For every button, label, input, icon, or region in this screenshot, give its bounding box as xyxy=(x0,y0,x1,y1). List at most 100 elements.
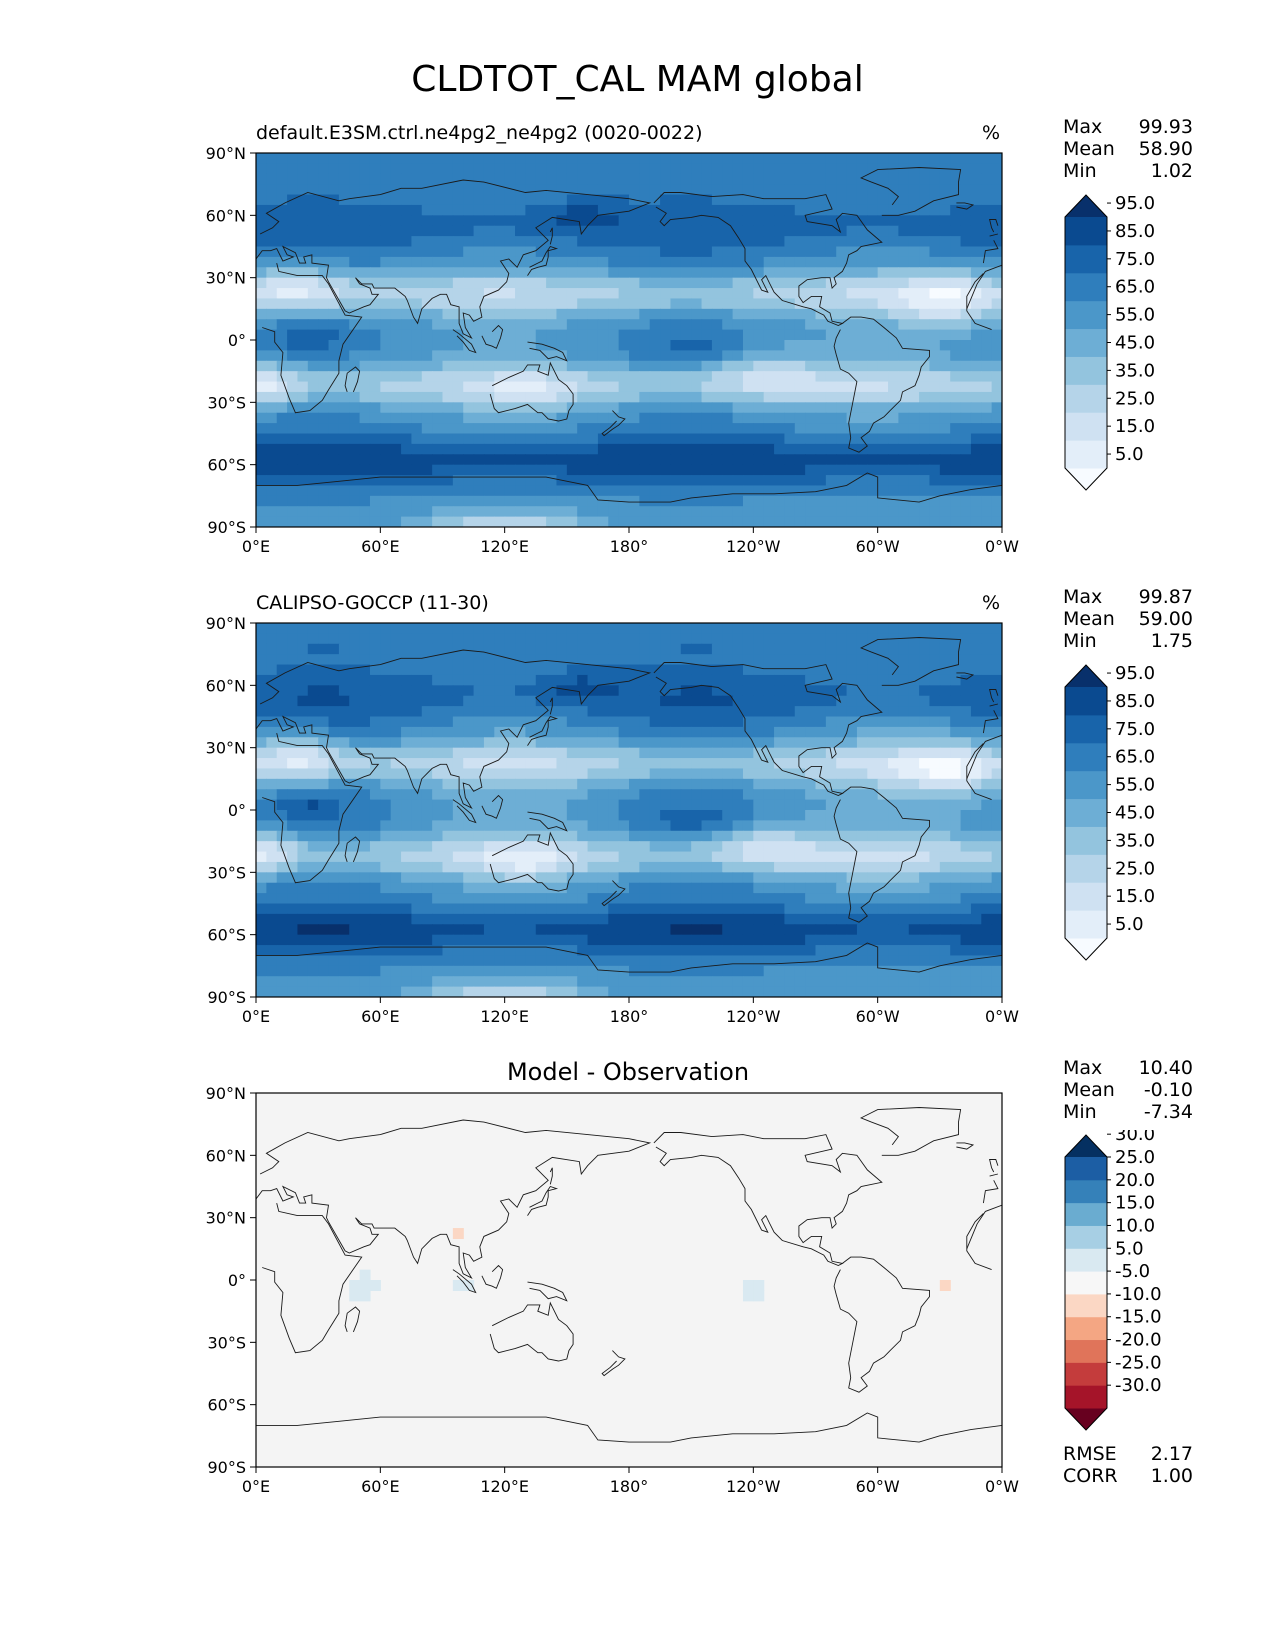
colorbar-tick-label: 5.0 xyxy=(1115,1238,1144,1259)
colorbar-tick-label: 10.0 xyxy=(1115,1215,1155,1236)
coastline xyxy=(653,1132,883,1266)
y-tick-label: 90°N xyxy=(206,614,246,633)
y-tick-label: 30°S xyxy=(207,393,246,412)
coastline xyxy=(966,264,1002,309)
x-tick-label: 120°W xyxy=(726,1007,781,1026)
colorbar-extend-min xyxy=(1065,468,1107,490)
coastline xyxy=(452,799,477,824)
colorbar-bin xyxy=(1065,1179,1107,1204)
colorbar-bin xyxy=(1065,882,1107,911)
coastline xyxy=(256,1119,652,1279)
y-tick-label: 0° xyxy=(228,331,246,350)
colorbar-bin xyxy=(1065,714,1107,744)
colorbar-tick-label: 45.0 xyxy=(1115,333,1155,354)
x-tick-label: 0°E xyxy=(242,537,270,556)
panel-1-stats: Max 99.93 Mean 58.90 Min 1.02 xyxy=(1063,116,1193,182)
coastline xyxy=(344,366,361,393)
colorbar-bin xyxy=(1065,687,1107,716)
y-tick-label: 90°S xyxy=(207,988,246,1007)
x-tick-label: 0°E xyxy=(242,1007,270,1026)
map-field xyxy=(256,153,1002,527)
coastline xyxy=(452,329,477,354)
coastline xyxy=(989,219,999,233)
colorbar-bin xyxy=(1065,244,1107,274)
x-tick-label: 60°E xyxy=(361,1007,399,1026)
colorbar-tick-label: 55.0 xyxy=(1115,305,1155,326)
colorbar-tick-label: 65.0 xyxy=(1115,277,1155,298)
colorbar-extend-min xyxy=(1065,1408,1107,1430)
colorbar-bin xyxy=(1065,1293,1107,1318)
x-tick-label: 120°W xyxy=(726,537,781,556)
colorbar-tick-label: 75.0 xyxy=(1115,719,1155,740)
coastline xyxy=(481,324,504,349)
colorbar-tick-label: 5.0 xyxy=(1115,914,1144,935)
x-tick-label: 120°E xyxy=(480,1007,529,1026)
coastline xyxy=(256,179,652,339)
coastline xyxy=(966,734,1002,779)
coastline xyxy=(601,880,626,907)
colorbar-bin xyxy=(1065,328,1107,357)
colorbar-outline xyxy=(1064,664,1108,961)
colorbar-extend-min xyxy=(1065,938,1107,960)
stat-label: Max xyxy=(1063,116,1103,138)
panel-3-colorbar: -30.0-25.0-20.0-15.0-10.0-5.05.010.015.0… xyxy=(1064,1130,1162,1431)
coastline xyxy=(860,1107,962,1156)
colorbar-bin xyxy=(1065,440,1107,469)
coastline xyxy=(256,472,1002,527)
stat-value: 58.90 xyxy=(1138,138,1193,160)
stat-label: CORR xyxy=(1063,1465,1118,1487)
coastline xyxy=(982,710,999,734)
coastline xyxy=(481,1264,504,1289)
stat-label: Max xyxy=(1063,586,1103,608)
coastline xyxy=(989,1159,999,1173)
colorbar-bin xyxy=(1065,1225,1107,1249)
coastline xyxy=(966,273,992,331)
colorbar-tick-label: 95.0 xyxy=(1115,663,1155,684)
coastline xyxy=(833,316,930,453)
colorbar-tick-label: -30.0 xyxy=(1115,1375,1162,1396)
coastline xyxy=(956,202,975,210)
colorbar-tick-label: 45.0 xyxy=(1115,803,1155,824)
y-tick-label: 30°N xyxy=(206,269,246,288)
colorbar-bin xyxy=(1065,854,1107,883)
coastline xyxy=(989,689,999,703)
coastline xyxy=(489,831,574,892)
colorbar-bin xyxy=(1065,1339,1107,1363)
coastline xyxy=(481,794,504,819)
colorbar-tick-label: 5.0 xyxy=(1115,444,1144,465)
x-tick-label: 0°E xyxy=(242,1477,270,1496)
colorbar-outline xyxy=(1064,1134,1108,1431)
colorbar-tick-label: 35.0 xyxy=(1115,360,1155,381)
coastline xyxy=(262,1202,363,1354)
y-tick-label: 60°S xyxy=(207,1396,246,1415)
colorbar-bin xyxy=(1065,300,1107,330)
x-tick-label: 180° xyxy=(610,1477,649,1496)
y-tick-label: 90°N xyxy=(206,1084,246,1103)
coastline xyxy=(549,697,553,715)
colorbar-tick-label: 15.0 xyxy=(1115,1193,1155,1214)
coastlines xyxy=(256,167,1002,527)
stat-label: Mean xyxy=(1063,608,1115,630)
coastline xyxy=(601,1350,626,1377)
coastline xyxy=(833,786,930,923)
x-tick-label: 0°W xyxy=(985,1477,1019,1496)
panel-2-title: CALIPSO-GOCCP (11-30) xyxy=(256,592,489,614)
y-tick-label: 90°S xyxy=(207,518,246,537)
stat-value: -0.10 xyxy=(1143,1079,1193,1101)
panel-2-map: 0°E 60°E 120°E 180° 120°W 60°W 0°W 90°N 60°N 30°N… xyxy=(206,614,1020,1026)
x-tick-label: 120°E xyxy=(480,537,529,556)
panel-1-colorbar: 5.0 15.0 25.0 35.0 45.0 55.0 65.0 75.0 85.0 95.0 xyxy=(1064,193,1155,491)
coastline xyxy=(344,1306,361,1333)
coastline xyxy=(966,1213,992,1271)
coastlines xyxy=(256,1107,1002,1467)
y-tick-label: 60°S xyxy=(207,456,246,475)
colorbar-tick-label: 85.0 xyxy=(1115,691,1155,712)
stat-label: Min xyxy=(1063,630,1097,652)
coastline xyxy=(527,1185,559,1216)
x-tick-label: 0°W xyxy=(985,1007,1019,1026)
colorbar-bin xyxy=(1065,272,1107,302)
y-tick-label: 60°S xyxy=(207,926,246,945)
colorbar-bin xyxy=(1065,742,1107,772)
stat-value: -7.34 xyxy=(1143,1101,1193,1123)
coastline xyxy=(860,167,962,216)
